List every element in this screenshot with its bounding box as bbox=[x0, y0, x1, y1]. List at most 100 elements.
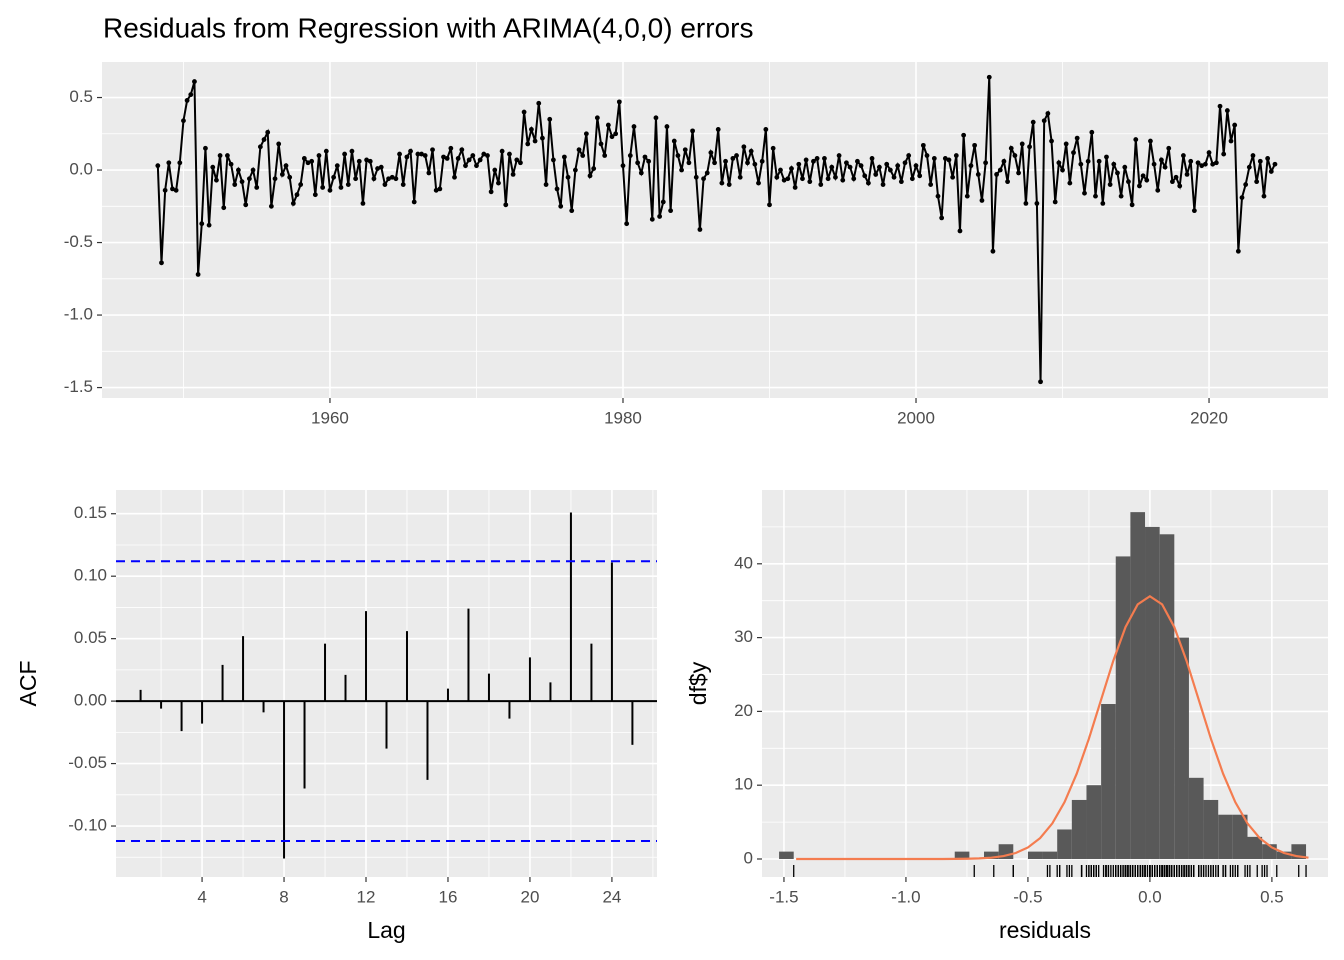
data-point bbox=[536, 100, 542, 106]
data-point bbox=[257, 144, 263, 150]
data-point bbox=[1001, 158, 1007, 164]
data-point bbox=[635, 160, 641, 166]
data-point bbox=[792, 185, 798, 190]
data-point bbox=[474, 163, 479, 169]
data-point bbox=[913, 163, 919, 169]
data-point bbox=[829, 164, 835, 170]
data-point bbox=[613, 131, 619, 137]
data-point bbox=[785, 176, 791, 182]
data-point bbox=[364, 157, 369, 163]
data-point bbox=[682, 147, 688, 153]
data-point bbox=[561, 154, 567, 160]
data-point bbox=[701, 176, 706, 182]
data-point bbox=[437, 186, 443, 192]
data-point bbox=[1184, 171, 1190, 177]
x-tick-label: 12 bbox=[357, 887, 376, 906]
data-point bbox=[814, 156, 820, 161]
data-point bbox=[334, 163, 340, 169]
data-point bbox=[979, 198, 985, 203]
data-point bbox=[657, 214, 663, 219]
data-point bbox=[1023, 200, 1029, 206]
data-point bbox=[236, 167, 241, 173]
data-point bbox=[550, 157, 556, 163]
data-point bbox=[543, 182, 549, 187]
data-point bbox=[730, 156, 736, 161]
data-point bbox=[1265, 156, 1271, 161]
data-point bbox=[554, 186, 560, 192]
data-point bbox=[924, 153, 930, 158]
data-point bbox=[800, 176, 805, 182]
data-point bbox=[1063, 141, 1069, 147]
data-point bbox=[895, 163, 901, 169]
histogram-bar bbox=[1218, 814, 1233, 859]
data-point bbox=[455, 156, 461, 161]
data-point bbox=[415, 151, 421, 157]
data-point bbox=[444, 156, 450, 161]
data-point bbox=[1005, 179, 1010, 185]
data-point bbox=[1137, 183, 1142, 189]
data-point bbox=[327, 187, 333, 193]
data-point bbox=[1129, 202, 1135, 208]
data-point bbox=[1034, 200, 1040, 206]
data-point bbox=[356, 158, 362, 164]
data-point bbox=[345, 182, 351, 187]
histogram-bar bbox=[1115, 556, 1131, 859]
data-point bbox=[862, 173, 868, 179]
x-tick-label: 1980 bbox=[604, 408, 642, 427]
data-point bbox=[309, 158, 315, 164]
data-point bbox=[873, 171, 879, 177]
data-point bbox=[624, 221, 630, 227]
y-tick-label: -1.5 bbox=[64, 377, 93, 396]
series-line bbox=[156, 77, 1276, 382]
data-point bbox=[1089, 129, 1095, 135]
data-point bbox=[155, 163, 161, 169]
data-point bbox=[170, 186, 175, 192]
histogram-bar bbox=[1203, 799, 1219, 859]
data-point bbox=[433, 187, 439, 193]
data-point bbox=[470, 153, 476, 158]
data-point bbox=[627, 153, 633, 158]
data-point bbox=[781, 177, 787, 183]
data-point bbox=[972, 142, 978, 148]
data-point bbox=[525, 141, 531, 147]
data-point bbox=[745, 160, 750, 166]
data-point bbox=[642, 154, 648, 160]
data-point bbox=[452, 174, 457, 180]
data-point bbox=[767, 202, 772, 208]
data-point bbox=[822, 156, 827, 161]
x-tick-label: 24 bbox=[602, 887, 621, 906]
data-point bbox=[159, 260, 164, 266]
data-point bbox=[931, 156, 937, 161]
data-point bbox=[569, 208, 575, 214]
y-tick-label: -0.5 bbox=[64, 232, 93, 251]
data-point bbox=[1030, 119, 1036, 125]
data-point bbox=[1096, 158, 1102, 164]
data-point bbox=[660, 199, 666, 205]
data-point bbox=[393, 176, 399, 182]
data-point bbox=[1148, 138, 1153, 144]
data-point bbox=[265, 129, 271, 135]
data-point bbox=[1107, 182, 1113, 187]
data-point bbox=[408, 148, 413, 154]
data-point bbox=[419, 151, 424, 157]
data-point bbox=[521, 109, 527, 115]
data-point bbox=[1232, 122, 1238, 128]
data-point bbox=[188, 92, 194, 98]
data-point bbox=[371, 176, 377, 182]
data-point bbox=[1122, 164, 1128, 170]
data-point bbox=[192, 79, 197, 84]
data-point bbox=[1118, 193, 1124, 199]
histogram-bar bbox=[1057, 829, 1072, 859]
data-point bbox=[844, 160, 849, 166]
data-point bbox=[975, 171, 981, 177]
data-point bbox=[360, 200, 366, 206]
data-point bbox=[679, 167, 684, 173]
data-point bbox=[1228, 138, 1234, 144]
x-tick-label: -0.5 bbox=[1013, 887, 1042, 906]
data-point bbox=[715, 127, 721, 132]
data-point bbox=[518, 160, 523, 166]
data-point bbox=[510, 171, 516, 177]
chart-title: Residuals from Regression with ARIMA(4,0… bbox=[103, 12, 753, 43]
data-point bbox=[1155, 187, 1161, 193]
normal-curve bbox=[796, 594, 1309, 861]
